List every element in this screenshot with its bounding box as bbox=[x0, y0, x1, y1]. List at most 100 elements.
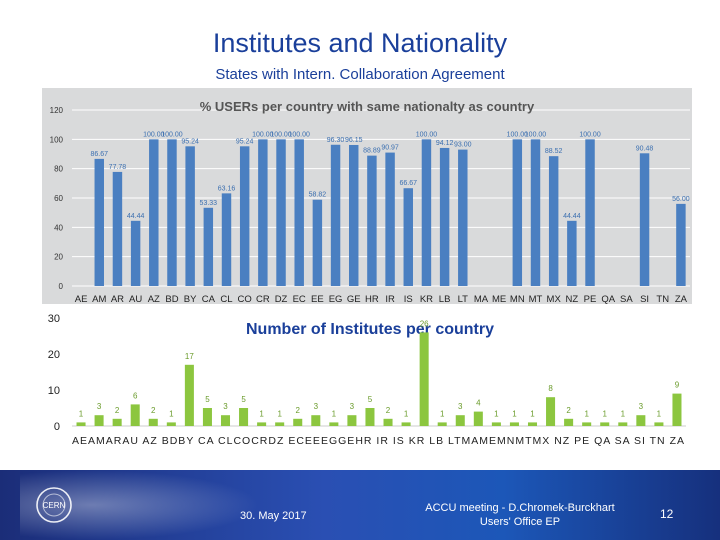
count-bar bbox=[473, 411, 483, 426]
pct-bar bbox=[203, 207, 214, 286]
count-bar bbox=[654, 422, 664, 426]
count-bar bbox=[546, 397, 556, 426]
count-bar bbox=[618, 422, 628, 426]
count-data-label: 2 bbox=[115, 406, 120, 415]
slide-subtitle: States with Intern. Collaboration Agreem… bbox=[215, 66, 505, 83]
pct-bar bbox=[385, 152, 395, 286]
pct-x-tick-label: BY bbox=[184, 294, 197, 305]
count-data-label: 8 bbox=[548, 384, 553, 393]
pct-x-tick-label: MT bbox=[529, 294, 543, 305]
pct-bar bbox=[421, 139, 432, 286]
page-number: 12 bbox=[660, 507, 674, 521]
count-bar bbox=[636, 415, 646, 426]
pct-x-tick-label: GE bbox=[347, 294, 361, 305]
pct-x-tick-label: SI bbox=[640, 294, 649, 305]
count-bar bbox=[365, 408, 375, 426]
pct-data-label: 96.15 bbox=[345, 137, 363, 144]
pct-data-label: 93.00 bbox=[454, 142, 472, 149]
pct-y-tick-label: 0 bbox=[59, 282, 64, 291]
count-data-label: 4 bbox=[476, 399, 481, 408]
count-data-label: 1 bbox=[494, 409, 499, 418]
count-data-label: 1 bbox=[440, 409, 445, 418]
count-bar bbox=[257, 422, 267, 426]
count-y-tick-label: 10 bbox=[48, 385, 60, 397]
count-bar bbox=[275, 422, 285, 426]
count-y-tick-label: 20 bbox=[48, 349, 60, 361]
count-bar bbox=[184, 364, 194, 426]
count-bar bbox=[509, 422, 519, 426]
pct-y-tick-label: 60 bbox=[54, 194, 63, 203]
pct-data-label: 100.00 bbox=[507, 131, 529, 138]
pct-bar bbox=[276, 139, 286, 286]
count-bar bbox=[401, 422, 411, 426]
pct-bar bbox=[258, 139, 268, 286]
footer-bar: CERN 30. May 2017 ACCU meeting - D.Chrom… bbox=[0, 470, 720, 540]
count-bar bbox=[220, 415, 231, 426]
pct-bar bbox=[530, 139, 541, 286]
pct-data-label: 88.89 bbox=[363, 148, 381, 155]
pct-x-tick-label: IS bbox=[404, 294, 413, 305]
count-data-label: 3 bbox=[639, 402, 644, 411]
pct-x-tick-label: IR bbox=[385, 294, 395, 305]
pct-bar bbox=[349, 144, 359, 286]
pct-data-label: 100.00 bbox=[288, 131, 310, 138]
count-bar bbox=[293, 418, 303, 426]
pct-bar bbox=[676, 203, 686, 286]
pct-x-tick-label: EG bbox=[329, 294, 343, 305]
count-data-label: 1 bbox=[657, 409, 662, 418]
count-bar bbox=[582, 422, 592, 426]
count-data-label: 5 bbox=[205, 395, 210, 404]
pct-x-tick-label: HR bbox=[365, 294, 379, 305]
count-bar bbox=[311, 415, 321, 426]
pct-x-tick-label: AM bbox=[92, 294, 106, 305]
count-bar bbox=[148, 418, 158, 426]
pct-bar bbox=[185, 146, 195, 286]
count-data-label: 17 bbox=[185, 352, 194, 361]
pct-chart-title: % USERs per country with same nationalty… bbox=[200, 99, 535, 114]
pct-data-label: 90.97 bbox=[381, 145, 399, 152]
count-data-label: 3 bbox=[458, 402, 463, 411]
count-x-axis-labels: AEAMARAU AZ BDBY CA CLCOCRDZ ECEEEGGEHR … bbox=[72, 435, 684, 447]
count-data-label: 5 bbox=[241, 395, 246, 404]
count-data-label: 1 bbox=[277, 409, 282, 418]
pct-bar bbox=[585, 139, 595, 286]
pct-data-label: 44.44 bbox=[563, 213, 581, 220]
pct-x-tick-label: EC bbox=[293, 294, 306, 305]
pct-x-tick-label: PE bbox=[584, 294, 597, 305]
count-data-label: 1 bbox=[169, 409, 174, 418]
pct-bar bbox=[130, 220, 141, 286]
pct-bar bbox=[367, 155, 377, 286]
count-bar bbox=[455, 415, 465, 426]
svg-text:CERN: CERN bbox=[43, 501, 66, 510]
count-bar bbox=[437, 422, 447, 426]
pct-bar bbox=[149, 139, 159, 286]
pct-data-label: 100.00 bbox=[270, 131, 292, 138]
count-data-label: 2 bbox=[386, 406, 391, 415]
pct-bar bbox=[312, 199, 323, 286]
pct-data-label: 94.12 bbox=[436, 140, 454, 147]
pct-y-tick-label: 120 bbox=[50, 106, 64, 115]
count-bar bbox=[112, 418, 122, 426]
footer-glow bbox=[20, 470, 260, 540]
count-bar bbox=[419, 332, 429, 426]
count-data-label: 2 bbox=[566, 406, 571, 415]
pct-x-tick-label: TN bbox=[656, 294, 669, 305]
count-data-label: 5 bbox=[368, 395, 373, 404]
pct-x-tick-label: ZA bbox=[675, 294, 688, 305]
pct-data-label: 95.24 bbox=[236, 138, 254, 145]
count-data-label: 3 bbox=[97, 402, 102, 411]
pct-x-tick-label: LB bbox=[439, 294, 451, 305]
pct-bar bbox=[567, 220, 577, 286]
pct-x-tick-label: NZ bbox=[566, 294, 579, 305]
count-data-label: 1 bbox=[332, 409, 337, 418]
count-y-tick-label: 0 bbox=[54, 421, 60, 433]
count-bar bbox=[239, 408, 249, 426]
pct-bar bbox=[548, 156, 559, 286]
pct-x-tick-label: AZ bbox=[148, 294, 160, 305]
pct-x-tick-label: MA bbox=[474, 294, 489, 305]
pct-data-label: 58.82 bbox=[309, 192, 327, 199]
pct-bar bbox=[94, 158, 104, 286]
count-data-label: 3 bbox=[223, 402, 228, 411]
pct-x-tick-label: LT bbox=[458, 294, 469, 305]
count-data-label: 1 bbox=[259, 409, 264, 418]
